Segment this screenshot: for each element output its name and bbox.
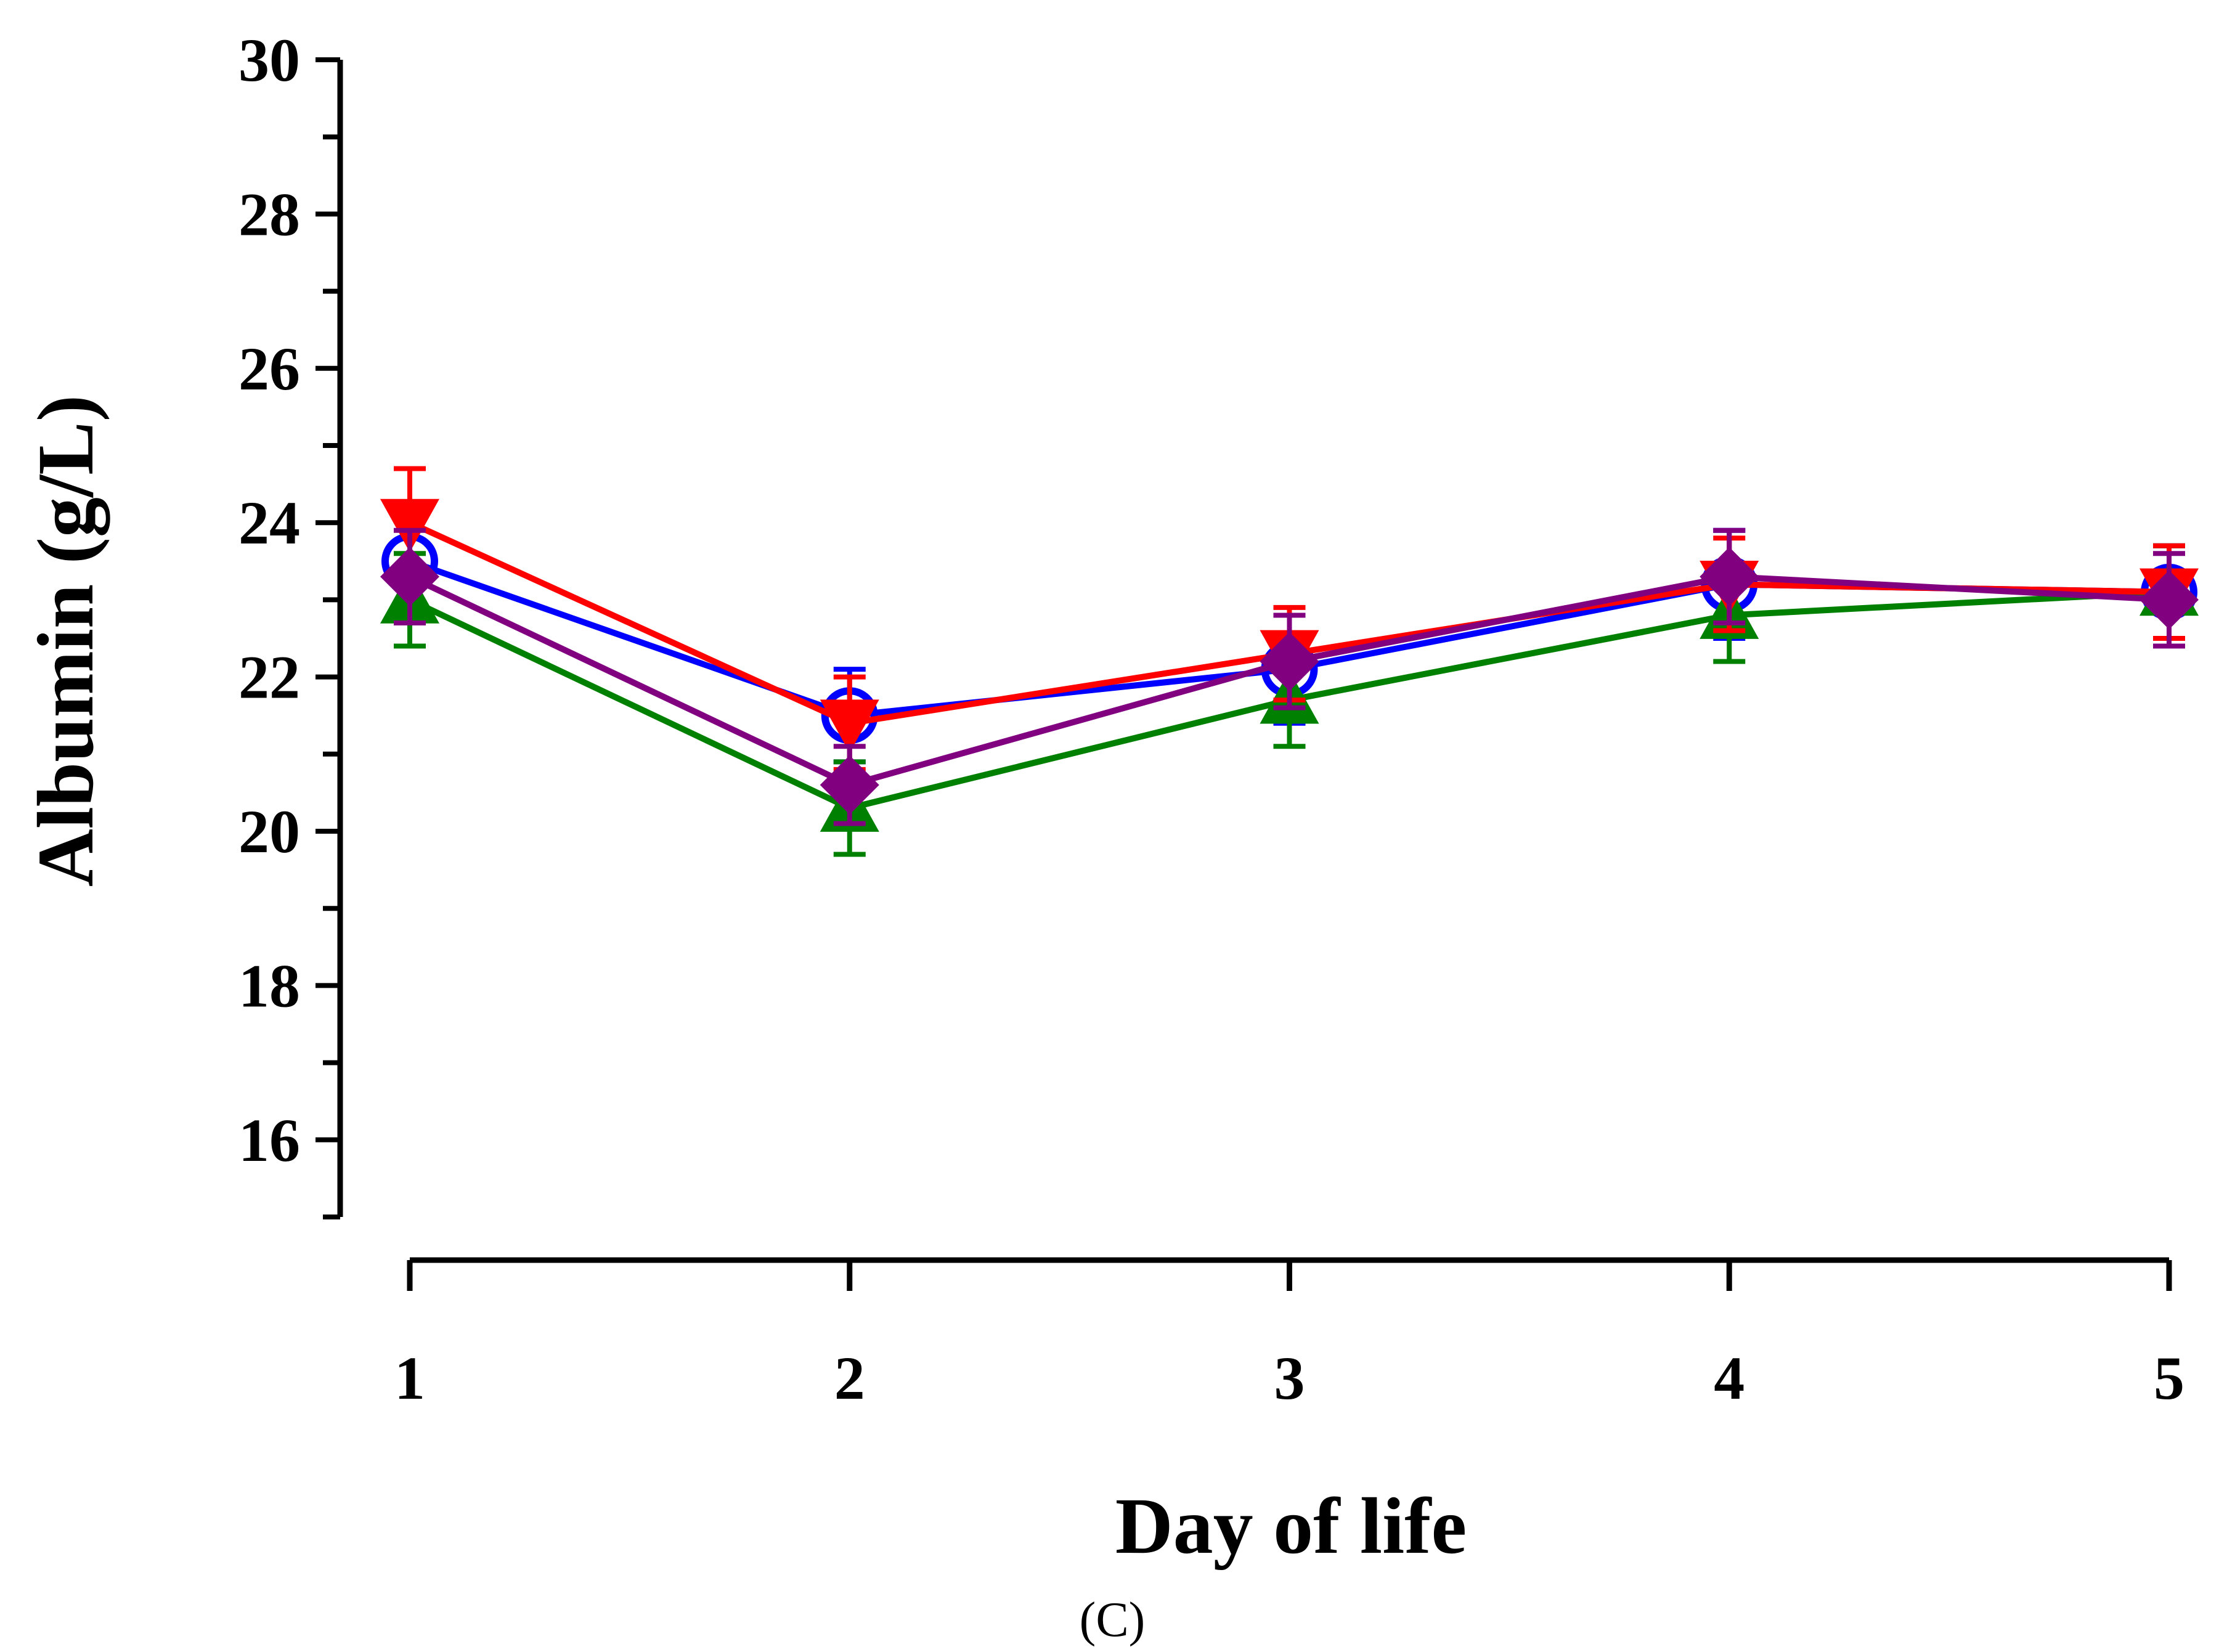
data-point	[1700, 547, 1759, 606]
data-point	[380, 547, 439, 606]
y-tick-label: 20	[238, 797, 300, 866]
y-axis: 16 18 20 22 24 26 28 30	[238, 26, 343, 1219]
y-tick-label: 30	[238, 26, 300, 94]
x-axis-title: Day of life	[1115, 1482, 1467, 1571]
data-point	[2139, 570, 2199, 630]
x-tick-label: 3	[1274, 1344, 1305, 1412]
data-point	[1260, 632, 1319, 691]
plot-area	[380, 466, 2199, 857]
y-tick-label: 26	[238, 335, 300, 403]
x-tick-label: 5	[2154, 1344, 2184, 1412]
data-point	[380, 498, 439, 553]
x-tick-label: 2	[834, 1344, 865, 1412]
data-point	[820, 755, 879, 815]
y-tick-label: 16	[238, 1106, 300, 1174]
y-tick-label: 18	[238, 951, 300, 1020]
y-tick-label: 28	[238, 180, 300, 248]
y-tick-label: 22	[238, 643, 300, 712]
panel-label: (C)	[1080, 1593, 1146, 1647]
x-tick-label: 4	[1714, 1344, 1745, 1412]
x-axis: 1 2 3 4 5	[394, 1257, 2184, 1412]
data-point	[820, 699, 879, 753]
x-tick-label: 1	[394, 1344, 425, 1412]
series-4	[380, 527, 2199, 826]
y-tick-label: 24	[238, 489, 300, 557]
y-axis-title: Albumin (g/L)	[22, 395, 110, 887]
